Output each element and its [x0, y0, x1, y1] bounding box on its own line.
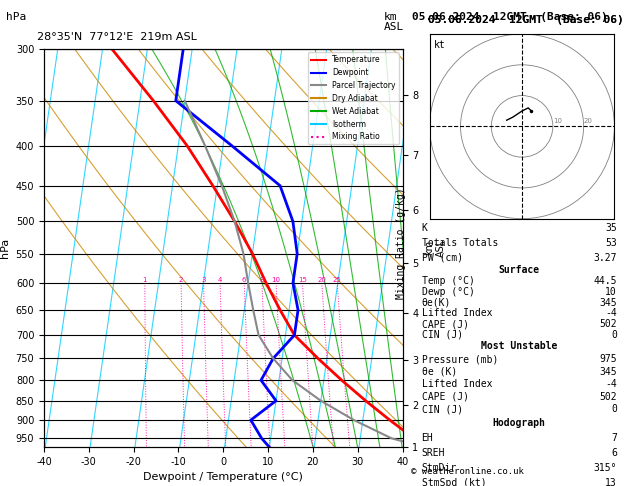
- Text: 345: 345: [599, 366, 617, 377]
- Text: km: km: [384, 12, 397, 22]
- Text: 05.06.2024  12GMT  (Base: 06): 05.06.2024 12GMT (Base: 06): [412, 12, 608, 22]
- Legend: Temperature, Dewpoint, Parcel Trajectory, Dry Adiabat, Wet Adiabat, Isotherm, Mi: Temperature, Dewpoint, Parcel Trajectory…: [308, 52, 399, 144]
- Text: EH: EH: [421, 433, 433, 443]
- Y-axis label: hPa: hPa: [0, 238, 10, 258]
- Text: 25: 25: [333, 277, 342, 283]
- Text: © weatheronline.co.uk: © weatheronline.co.uk: [411, 467, 523, 476]
- Text: 2: 2: [179, 277, 183, 283]
- Text: 53: 53: [605, 238, 617, 248]
- Text: 3.27: 3.27: [593, 253, 617, 262]
- Text: 05.06.2024  12GMT  (Base: 06): 05.06.2024 12GMT (Base: 06): [428, 15, 623, 25]
- Text: 6: 6: [242, 277, 247, 283]
- Text: 35: 35: [605, 224, 617, 233]
- Text: 13: 13: [605, 478, 617, 486]
- Text: PW (cm): PW (cm): [421, 253, 463, 262]
- Text: hPa: hPa: [6, 12, 26, 22]
- Text: CIN (J): CIN (J): [421, 330, 463, 340]
- Text: 6: 6: [611, 448, 617, 458]
- Text: 7: 7: [611, 433, 617, 443]
- Text: Totals Totals: Totals Totals: [421, 238, 498, 248]
- Text: 44.5: 44.5: [593, 276, 617, 286]
- Text: 15: 15: [298, 277, 307, 283]
- Y-axis label: km
ASL: km ASL: [424, 239, 446, 257]
- Text: 502: 502: [599, 392, 617, 402]
- Text: Pressure (mb): Pressure (mb): [421, 354, 498, 364]
- Text: 1: 1: [143, 277, 147, 283]
- Text: 4: 4: [218, 277, 222, 283]
- Text: 0: 0: [611, 330, 617, 340]
- Text: CAPE (J): CAPE (J): [421, 319, 469, 329]
- Text: Hodograph: Hodograph: [493, 418, 546, 428]
- Text: 0: 0: [611, 404, 617, 414]
- Text: 20: 20: [318, 277, 326, 283]
- Text: 10: 10: [272, 277, 281, 283]
- Text: K: K: [421, 224, 428, 233]
- Text: 20: 20: [584, 118, 593, 124]
- Text: Surface: Surface: [499, 265, 540, 275]
- Text: θe(K): θe(K): [421, 297, 451, 308]
- Text: StmSpd (kt): StmSpd (kt): [421, 478, 486, 486]
- Text: SREH: SREH: [421, 448, 445, 458]
- Text: 10: 10: [605, 287, 617, 297]
- Text: CIN (J): CIN (J): [421, 404, 463, 414]
- Text: 3: 3: [201, 277, 206, 283]
- Text: Temp (°C): Temp (°C): [421, 276, 474, 286]
- Text: Lifted Index: Lifted Index: [421, 379, 492, 389]
- Text: Most Unstable: Most Unstable: [481, 342, 557, 351]
- Text: Dewp (°C): Dewp (°C): [421, 287, 474, 297]
- Text: 05.06.2024  12GMT  (Base: 06): 05.06.2024 12GMT (Base: 06): [428, 15, 623, 25]
- Text: -4: -4: [605, 379, 617, 389]
- Text: ASL: ASL: [384, 22, 404, 32]
- Text: 28°35'N  77°12'E  219m ASL: 28°35'N 77°12'E 219m ASL: [37, 32, 197, 42]
- X-axis label: Dewpoint / Temperature (°C): Dewpoint / Temperature (°C): [143, 472, 303, 483]
- Text: Mixing Ratio (g/kg): Mixing Ratio (g/kg): [396, 187, 406, 299]
- Text: 10: 10: [553, 118, 562, 124]
- Text: 502: 502: [599, 319, 617, 329]
- Text: StmDir: StmDir: [421, 463, 457, 473]
- Text: θe (K): θe (K): [421, 366, 457, 377]
- Text: -4: -4: [605, 308, 617, 318]
- Text: 315°: 315°: [593, 463, 617, 473]
- Text: CAPE (J): CAPE (J): [421, 392, 469, 402]
- Text: 345: 345: [599, 297, 617, 308]
- Text: Lifted Index: Lifted Index: [421, 308, 492, 318]
- Text: 8: 8: [260, 277, 264, 283]
- Text: kt: kt: [433, 39, 445, 50]
- Text: 975: 975: [599, 354, 617, 364]
